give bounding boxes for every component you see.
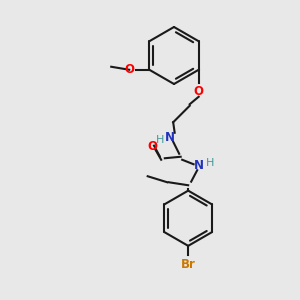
Text: N: N bbox=[194, 159, 204, 172]
Text: N: N bbox=[165, 131, 175, 144]
Text: O: O bbox=[124, 63, 134, 76]
Text: O: O bbox=[194, 85, 204, 98]
Text: O: O bbox=[147, 140, 157, 153]
Text: H: H bbox=[206, 158, 214, 168]
Text: Br: Br bbox=[181, 258, 196, 272]
Text: H: H bbox=[155, 135, 164, 145]
